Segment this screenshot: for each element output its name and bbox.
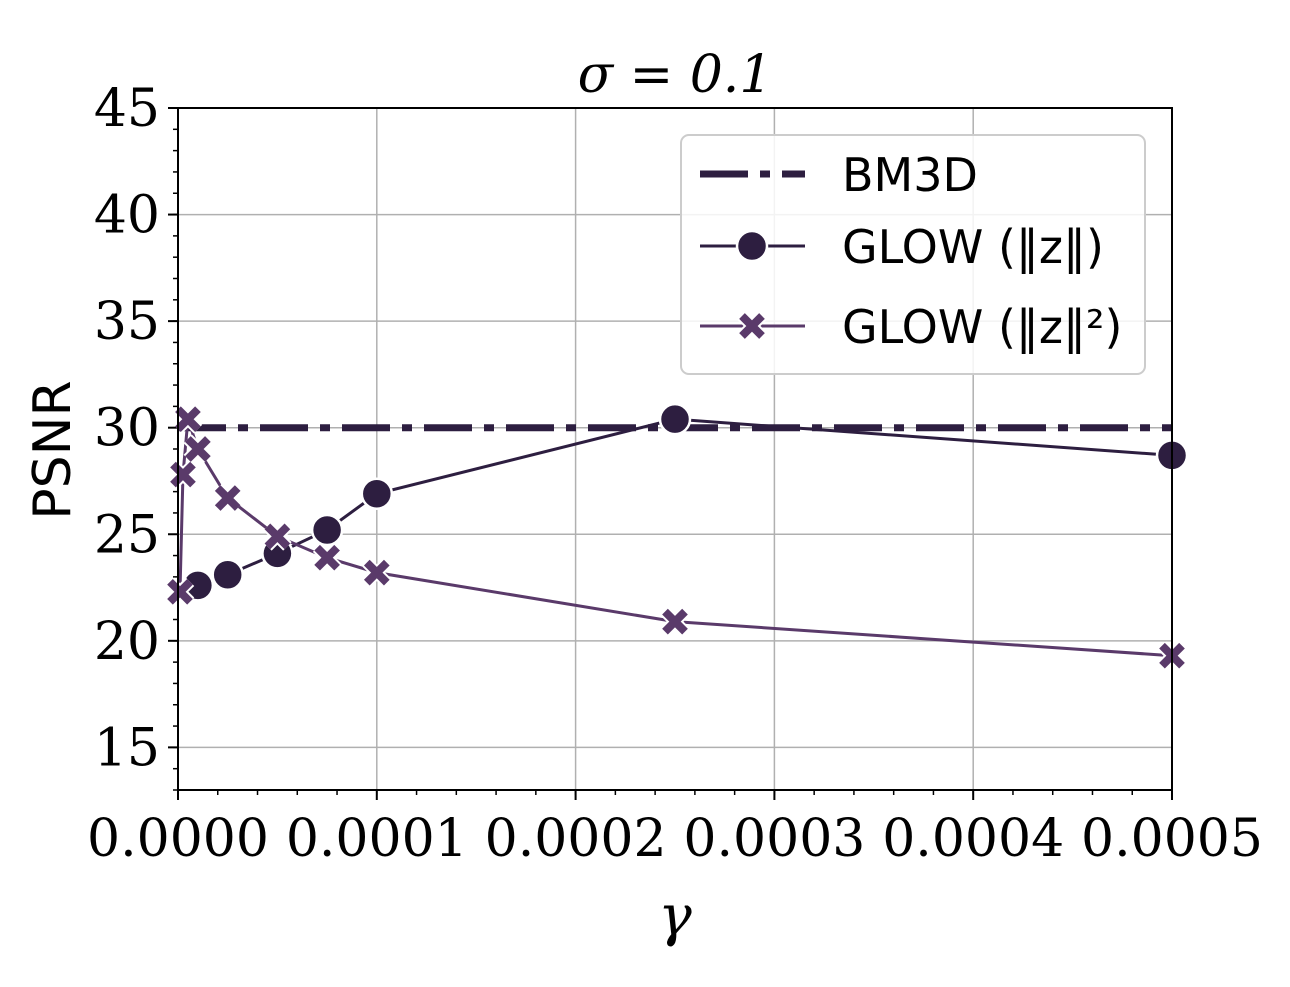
x-marker — [168, 460, 198, 489]
circle-marker — [310, 513, 344, 547]
x-tick-label: 0.0001 — [286, 809, 468, 869]
legend-label: GLOW (‖z‖²) — [842, 300, 1122, 355]
x-marker — [312, 543, 342, 572]
chart-title: σ = 0.1 — [578, 45, 773, 105]
x-tick-label: 0.0000 — [87, 809, 269, 869]
legend-label: BM3D — [842, 148, 978, 202]
x-marker — [183, 434, 213, 464]
y-tick-label: 25 — [94, 505, 160, 565]
y-tick-label: 30 — [94, 399, 160, 459]
y-axis-label: PSNR — [23, 380, 83, 519]
x-marker — [213, 483, 242, 513]
x-marker — [173, 404, 203, 434]
legend: BM3D GLOW (‖z‖) GLOW (‖z‖²) — [680, 134, 1146, 375]
x-tick-label: 0.0005 — [1081, 809, 1263, 869]
x-marker — [362, 558, 392, 587]
plot-frame — [177, 107, 1173, 791]
x-marker — [660, 607, 690, 636]
axis-ticks: 0.0000 0.0001 0.0002 0.0003 0.0004 0.0005 15 20… — [87, 79, 1263, 869]
legend-label: GLOW (‖z‖) — [842, 220, 1104, 275]
x-tick-label: 0.0003 — [683, 809, 865, 869]
x-axis-label: γ — [658, 884, 692, 949]
x-marker — [263, 522, 292, 551]
circle-marker — [735, 229, 769, 263]
x-marker — [165, 577, 195, 607]
y-tick-label: 15 — [94, 718, 160, 778]
circle-marker — [658, 402, 692, 436]
legend-item-2: GLOW (‖z‖²) — [700, 300, 1122, 355]
y-tick-label: 45 — [94, 79, 160, 139]
x-tick-label: 0.0002 — [485, 809, 667, 869]
series — [165, 402, 1189, 670]
legend-box — [680, 134, 1146, 375]
x-marker — [737, 311, 767, 341]
legend-item-0: BM3D — [700, 148, 978, 202]
y-tick-label: 35 — [94, 292, 160, 352]
circle-marker — [360, 477, 394, 511]
circle-marker — [211, 558, 244, 591]
x-tick-label: 0.0004 — [882, 809, 1064, 869]
legend-item-1: GLOW (‖z‖) — [700, 220, 1104, 275]
y-tick-label: 40 — [94, 186, 160, 246]
y-tick-label: 20 — [94, 612, 160, 672]
